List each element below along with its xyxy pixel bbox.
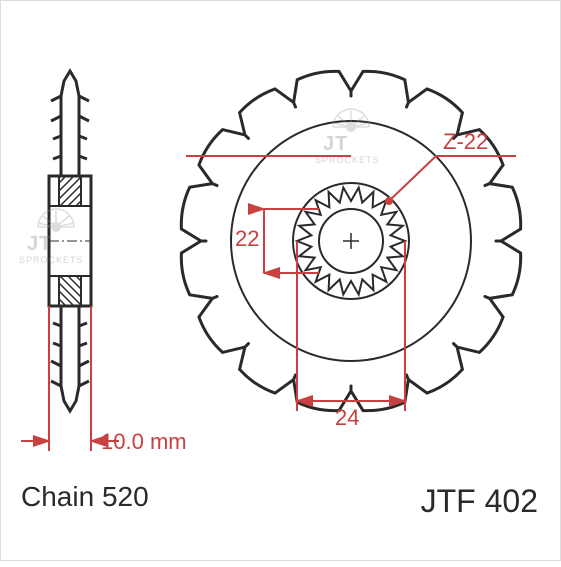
watermark-left	[38, 209, 74, 232]
watermark-brand-right: JT	[323, 133, 348, 156]
dim-width: 10.0 mm	[101, 429, 187, 455]
watermark-brand-left: JT	[27, 233, 52, 256]
part-number-label: JTF 402	[421, 483, 538, 520]
dim-bore-outer: 24	[335, 405, 359, 431]
dim-spline: Z-22	[443, 129, 488, 155]
front-view-dimensions	[186, 156, 516, 411]
watermark-right	[333, 109, 369, 132]
watermark-sub-left: SPROCKETS	[19, 255, 84, 265]
technical-drawing	[1, 1, 561, 562]
watermark-sub-right: SPROCKETS	[315, 155, 380, 165]
dim-bore-inner: 22	[235, 226, 259, 252]
chain-spec-label: Chain 520	[21, 481, 149, 513]
